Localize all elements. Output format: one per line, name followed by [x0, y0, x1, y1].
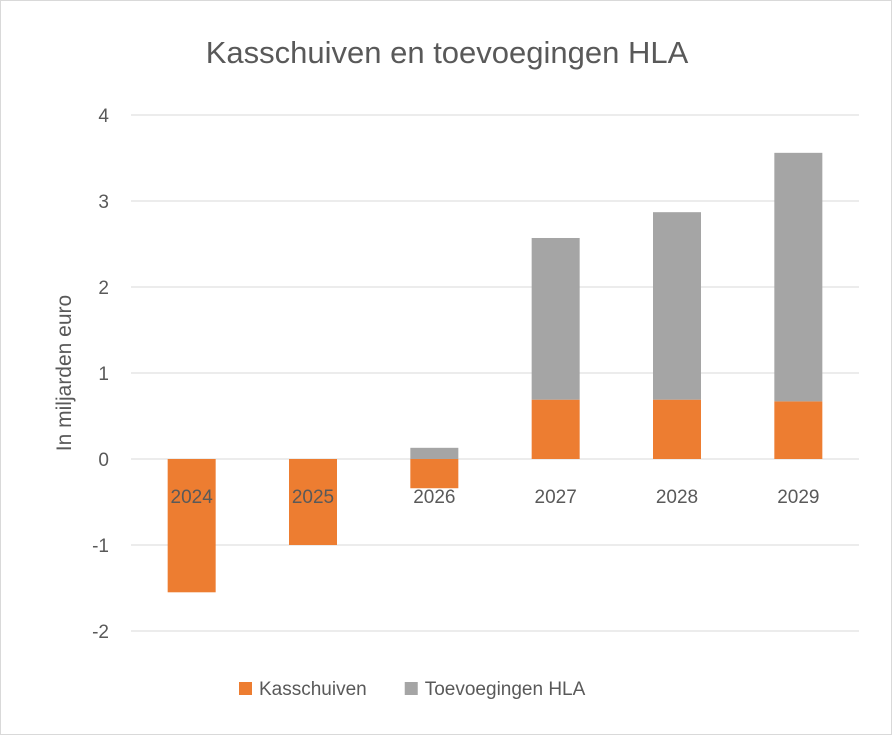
bar-kasschuiven-2027	[531, 399, 580, 459]
y-tick-label: 1	[98, 364, 109, 385]
y-tick-label: -1	[92, 536, 109, 557]
y-tick-label: 3	[98, 192, 109, 213]
x-tick-label: 2027	[535, 487, 577, 508]
y-axis-label: In miljarden euro	[53, 295, 76, 451]
bar-kasschuiven-2026	[410, 459, 459, 489]
y-tick-label: 4	[98, 106, 109, 127]
x-tick-label: 2028	[656, 487, 698, 508]
chart-title: Kasschuiven en toevoegingen HLA	[206, 35, 689, 70]
bar-toevoegingen-hla-2028	[653, 212, 701, 400]
bar-kasschuiven-2025	[289, 459, 337, 545]
bar-kasschuiven-2024	[167, 459, 216, 593]
y-tick-label: 0	[98, 450, 109, 471]
x-tick-label: 2029	[777, 487, 819, 508]
bar-toevoegingen-hla-2026	[410, 447, 459, 459]
bar-kasschuiven-2028	[653, 399, 701, 459]
x-tick-label: 2026	[413, 487, 455, 508]
legend-swatch	[404, 682, 418, 695]
legend-swatch	[239, 682, 252, 695]
bar-kasschuiven-2029	[774, 401, 823, 459]
bar-toevoegingen-hla-2027	[531, 237, 580, 400]
legend-label: Kasschuiven	[259, 679, 367, 700]
x-tick-label: 2025	[292, 487, 334, 508]
bar-toevoegingen-hla-2029	[774, 152, 823, 402]
y-tick-label: -2	[92, 622, 109, 643]
legend-label: Toevoegingen HLA	[425, 679, 586, 700]
y-tick-label: 2	[98, 278, 109, 299]
x-tick-label: 2024	[171, 487, 214, 508]
